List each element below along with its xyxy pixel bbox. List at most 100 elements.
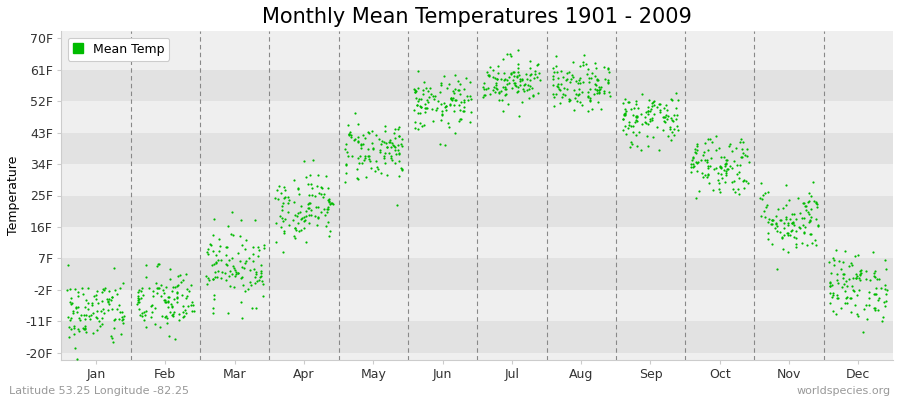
Point (134, 285, 148, 291)
Point (302, 201, 316, 207)
Point (718, 170, 733, 176)
Point (455, 108, 470, 114)
Point (736, 185, 751, 191)
Point (480, 68, 494, 75)
Point (135, 312, 149, 319)
Point (75, 285, 89, 291)
Point (592, 90, 607, 96)
Point (808, 242, 823, 248)
Point (388, 146, 402, 153)
Point (801, 219, 815, 226)
Point (690, 142, 705, 149)
Point (760, 202, 774, 208)
Point (342, 130, 356, 137)
Point (155, 313, 169, 320)
Point (184, 282, 198, 289)
Point (232, 258, 247, 264)
Point (755, 196, 770, 202)
Point (382, 138, 396, 145)
Point (703, 162, 717, 169)
Point (133, 295, 148, 301)
Point (359, 174, 374, 180)
Point (160, 298, 175, 304)
Point (66, 310, 80, 316)
Point (583, 98, 598, 104)
Point (321, 219, 336, 225)
Point (802, 198, 816, 204)
Point (68, 345, 82, 351)
Point (868, 306, 882, 313)
Point (162, 294, 176, 300)
Point (310, 214, 325, 220)
Point (522, 86, 536, 92)
Point (590, 77, 605, 83)
Point (688, 150, 703, 156)
Point (64, 315, 78, 322)
Point (580, 66, 595, 72)
Point (351, 138, 365, 144)
Point (652, 107, 667, 114)
Point (712, 180, 726, 187)
Point (448, 86, 463, 92)
Point (388, 135, 402, 142)
Point (624, 139, 638, 146)
Point (104, 333, 119, 340)
Point (350, 155, 365, 162)
Point (857, 306, 871, 312)
Point (435, 111, 449, 117)
Point (734, 139, 748, 145)
Point (319, 173, 333, 180)
Point (684, 161, 698, 168)
Point (410, 102, 425, 108)
Point (837, 271, 851, 278)
Point (136, 292, 150, 298)
Point (165, 304, 179, 310)
Point (339, 149, 354, 155)
Point (170, 289, 184, 296)
Point (602, 69, 616, 75)
Point (831, 295, 845, 301)
Point (424, 91, 438, 97)
Point (824, 294, 839, 300)
Point (166, 309, 181, 316)
Point (94, 315, 109, 321)
Point (436, 72, 451, 79)
Point (452, 87, 466, 93)
Point (235, 315, 249, 321)
Point (597, 89, 611, 96)
Point (445, 97, 459, 104)
Point (801, 199, 815, 205)
Point (418, 105, 433, 112)
Point (176, 276, 190, 283)
Point (805, 231, 819, 238)
Point (219, 252, 233, 258)
Point (727, 178, 742, 185)
Point (274, 190, 289, 196)
Point (106, 265, 121, 271)
Point (391, 202, 405, 208)
Point (720, 166, 734, 172)
Point (408, 119, 422, 125)
Point (78, 329, 93, 336)
Point (107, 317, 122, 323)
Point (394, 167, 409, 173)
Point (457, 86, 472, 92)
Point (451, 78, 465, 84)
Point (753, 195, 768, 202)
Point (353, 153, 367, 159)
Point (650, 104, 664, 110)
Point (765, 241, 779, 248)
Point (836, 259, 850, 265)
Point (876, 314, 890, 321)
Point (411, 68, 426, 74)
Point (700, 172, 715, 178)
Point (603, 93, 617, 99)
Point (297, 218, 311, 224)
Point (830, 271, 844, 278)
Point (575, 59, 590, 65)
Point (302, 192, 316, 198)
Point (784, 228, 798, 234)
Point (843, 260, 858, 266)
Point (181, 303, 195, 309)
Point (601, 77, 616, 83)
